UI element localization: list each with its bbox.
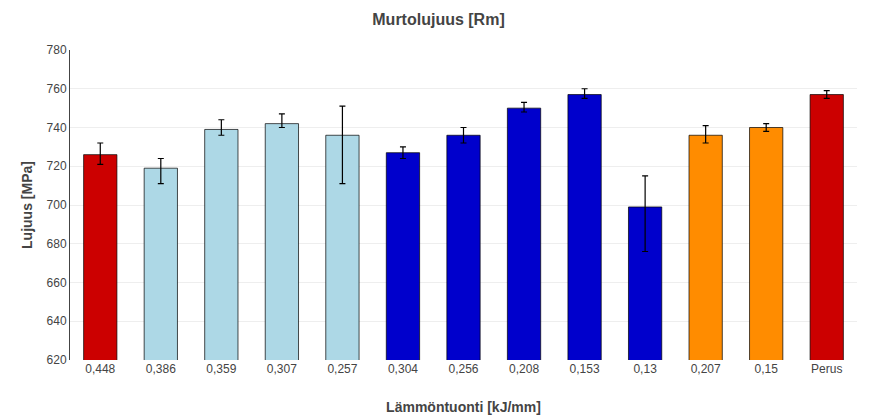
svg-text:660: 660 [47, 276, 67, 290]
svg-text:0,207: 0,207 [691, 362, 721, 376]
svg-text:0,15: 0,15 [755, 362, 779, 376]
svg-text:720: 720 [47, 159, 67, 173]
svg-text:780: 780 [47, 43, 67, 57]
svg-text:0,153: 0,153 [570, 362, 600, 376]
svg-text:0,304: 0,304 [388, 362, 418, 376]
svg-text:640: 640 [47, 314, 67, 328]
svg-text:0,257: 0,257 [327, 362, 357, 376]
svg-text:0,307: 0,307 [267, 362, 297, 376]
svg-text:0,386: 0,386 [146, 362, 176, 376]
svg-text:680: 680 [47, 237, 67, 251]
svg-text:0,448: 0,448 [85, 362, 115, 376]
svg-text:620: 620 [47, 353, 67, 367]
svg-text:760: 760 [47, 82, 67, 96]
svg-text:Lujuus [MPa]: Lujuus [MPa] [19, 161, 35, 249]
svg-text:0,359: 0,359 [206, 362, 236, 376]
svg-text:0,256: 0,256 [448, 362, 478, 376]
svg-text:0,208: 0,208 [509, 362, 539, 376]
svg-text:Lämmöntuonti [kJ/mm]: Lämmöntuonti [kJ/mm] [386, 399, 541, 415]
svg-text:Perus: Perus [811, 362, 842, 376]
svg-text:0,13: 0,13 [633, 362, 657, 376]
svg-text:Murtolujuus [Rm]: Murtolujuus [Rm] [372, 11, 504, 28]
svg-text:740: 740 [47, 121, 67, 135]
svg-text:700: 700 [47, 198, 67, 212]
